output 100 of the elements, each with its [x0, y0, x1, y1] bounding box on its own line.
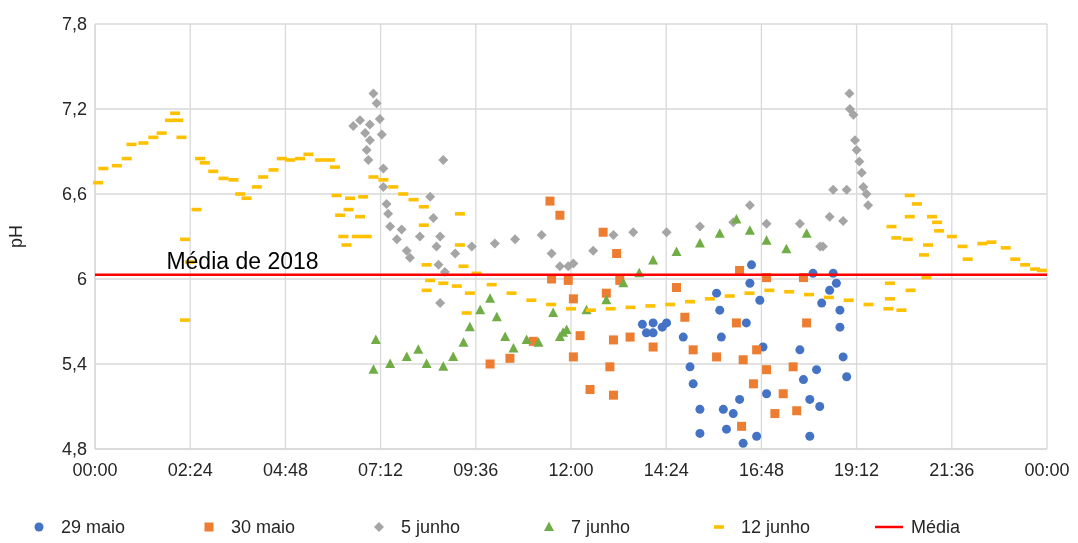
y-tick-label: 7,8 — [61, 14, 87, 35]
point — [694, 238, 705, 248]
legend-label: 12 junho — [741, 517, 811, 537]
legend-label: 29 maio — [61, 517, 126, 537]
point — [568, 294, 578, 304]
point — [762, 389, 772, 399]
x-tick-label: 00:00 — [72, 460, 118, 480]
point — [792, 406, 802, 416]
point — [648, 342, 658, 352]
point — [413, 344, 424, 354]
annotation: Média de 2018 — [166, 247, 319, 274]
point — [825, 285, 835, 295]
point — [601, 288, 611, 298]
x-tick-label: 09:36 — [453, 460, 499, 480]
point — [715, 305, 725, 315]
point — [618, 277, 629, 288]
point — [842, 372, 852, 382]
point — [500, 331, 511, 342]
point — [835, 305, 845, 315]
x-tick-label: 07:12 — [358, 460, 404, 480]
point — [728, 409, 738, 419]
point — [714, 228, 725, 238]
point — [568, 352, 578, 362]
point — [637, 319, 647, 329]
point — [368, 364, 379, 374]
x-tick-label: 19:12 — [834, 460, 880, 480]
x-tick-label: 21:36 — [929, 460, 975, 480]
point — [563, 275, 573, 285]
legend-label: Média — [911, 517, 962, 537]
point — [648, 255, 659, 265]
point — [716, 332, 726, 342]
point — [485, 293, 496, 303]
point — [685, 362, 695, 372]
point — [695, 404, 705, 414]
point — [521, 334, 532, 344]
point — [438, 361, 449, 371]
point — [688, 379, 698, 389]
y-tick-label: 4,8 — [61, 439, 87, 460]
point — [741, 318, 751, 328]
point — [448, 351, 459, 361]
point — [735, 394, 745, 404]
point — [755, 295, 765, 305]
point — [575, 331, 585, 341]
point — [745, 278, 755, 288]
x-tick-label: 00:00 — [1024, 460, 1070, 480]
point — [831, 278, 841, 288]
point — [648, 328, 658, 338]
y-tick-label: 5,4 — [61, 354, 87, 375]
point — [752, 431, 762, 441]
point — [491, 311, 502, 322]
point — [585, 385, 595, 394]
x-tick-label: 04:48 — [262, 460, 308, 480]
point — [672, 283, 682, 292]
y-tick-label: 6,6 — [61, 184, 87, 205]
point — [712, 288, 722, 298]
point — [505, 353, 515, 363]
y-axis-title: pH — [6, 224, 26, 249]
point — [605, 362, 615, 372]
point — [762, 365, 772, 375]
point — [712, 352, 722, 362]
point — [795, 345, 805, 355]
point — [738, 355, 748, 365]
point — [401, 351, 412, 361]
point — [731, 214, 742, 224]
point — [688, 345, 698, 355]
point — [485, 359, 495, 369]
point — [662, 318, 672, 328]
point — [838, 352, 848, 362]
point — [671, 246, 682, 257]
point — [545, 196, 555, 206]
point — [678, 332, 688, 342]
point — [770, 409, 780, 419]
point — [648, 318, 658, 328]
point — [812, 365, 822, 375]
point — [815, 402, 825, 411]
point — [737, 421, 747, 431]
legend-label: 5 junho — [401, 517, 461, 537]
x-tick-label: 02:24 — [167, 460, 213, 480]
point — [718, 404, 728, 414]
point — [738, 438, 748, 448]
point — [533, 337, 544, 347]
point — [761, 235, 772, 245]
point — [601, 294, 612, 305]
x-tick-label: 12:00 — [548, 460, 594, 480]
point — [781, 243, 792, 254]
point — [464, 321, 475, 332]
point — [817, 298, 827, 308]
point — [731, 318, 741, 328]
point — [548, 307, 559, 317]
y-tick-label: 6 — [76, 269, 87, 290]
point — [744, 225, 755, 235]
point — [370, 334, 381, 344]
point — [798, 375, 808, 385]
point — [805, 394, 815, 404]
point — [695, 428, 705, 438]
point — [721, 424, 731, 434]
point — [835, 322, 845, 332]
point — [458, 337, 469, 347]
point — [385, 358, 396, 368]
legend-label: 30 maio — [231, 517, 296, 537]
